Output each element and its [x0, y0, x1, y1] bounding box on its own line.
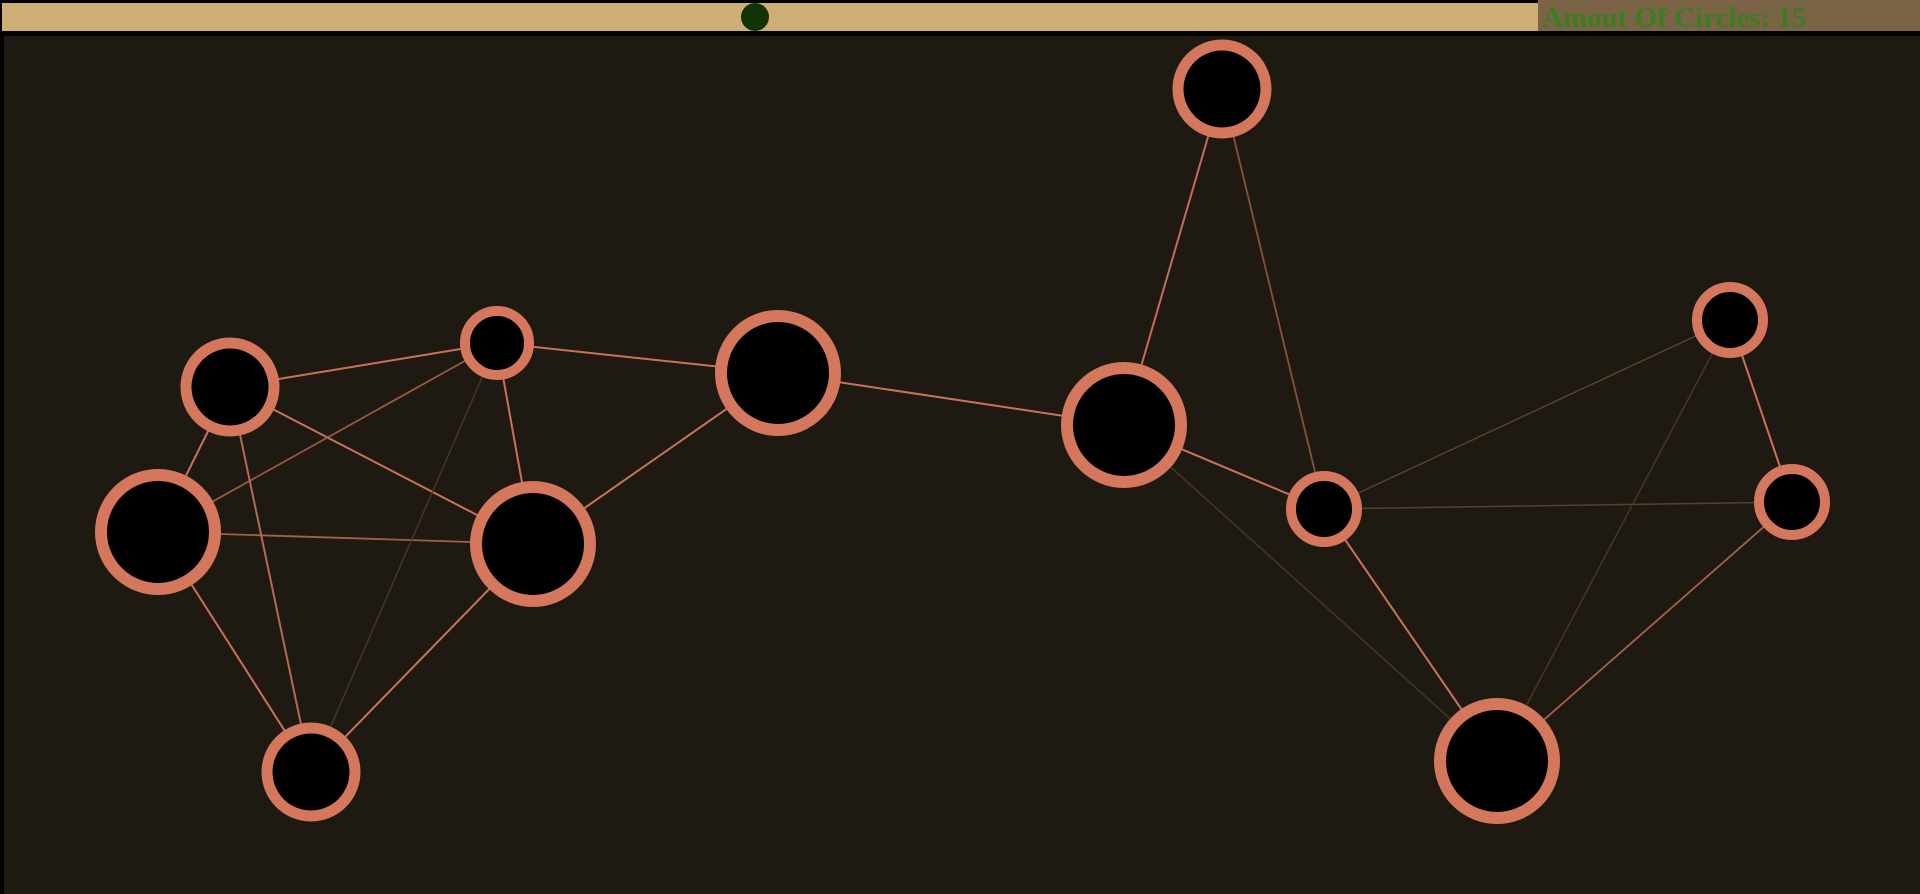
graph-edge: [157, 342, 498, 533]
graph-edge: [1221, 88, 1325, 510]
graph-node[interactable]: [715, 310, 841, 436]
graph-edge: [1496, 319, 1731, 762]
graph-edge: [1123, 424, 1498, 762]
graph-node[interactable]: [1061, 362, 1187, 488]
graph-edge: [310, 342, 498, 773]
graph-node[interactable]: [1754, 464, 1830, 540]
graph-node[interactable]: [1692, 282, 1768, 358]
graph-edge: [1496, 501, 1793, 762]
graph-edge: [229, 386, 312, 773]
graph-edge: [1323, 319, 1731, 510]
graph-edge: [1323, 501, 1793, 510]
graph-node[interactable]: [1172, 39, 1272, 139]
edges: [157, 88, 1793, 773]
nodes[interactable]: [95, 39, 1830, 824]
circle-count-slider-thumb[interactable]: [741, 3, 769, 31]
graph-node[interactable]: [180, 337, 280, 437]
graph-node[interactable]: [460, 306, 534, 380]
graph-node[interactable]: [95, 469, 221, 595]
circle-count-slider-track[interactable]: [2, 3, 1538, 31]
graph-node[interactable]: [1286, 471, 1362, 547]
graph-node[interactable]: [470, 481, 596, 607]
graph-node[interactable]: [1434, 698, 1560, 824]
graph-node[interactable]: [261, 722, 361, 822]
circle-count-label: Amout Of Circles: 15: [1542, 2, 1807, 34]
left-edge-border: [0, 0, 4, 894]
counter-panel: [1538, 0, 1920, 31]
